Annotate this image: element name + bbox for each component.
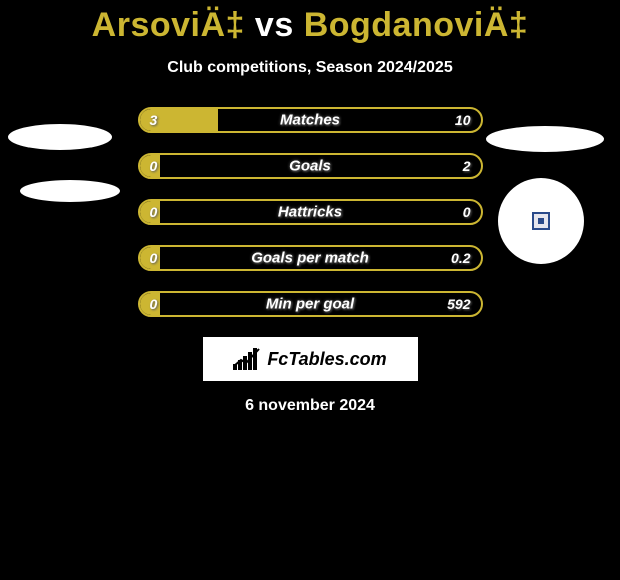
stat-right-value: 0	[463, 204, 471, 220]
stat-right-value: 0.2	[451, 250, 470, 266]
stat-right-value: 592	[447, 296, 470, 312]
player2-photo-placeholder-top	[486, 126, 604, 152]
player1-name: ArsoviÄ‡	[92, 6, 245, 44]
stat-left-value: 0	[150, 250, 158, 266]
stat-right-value: 10	[455, 112, 471, 128]
stat-row: 0 Goals 2	[138, 153, 483, 179]
stat-label: Matches	[280, 112, 340, 129]
comparison-title: ArsoviÄ‡ vs BogdanoviÄ‡	[0, 0, 620, 45]
branding-chart-icon	[233, 348, 261, 370]
branding-box: FcTables.com	[203, 337, 418, 381]
stat-row: 0 Goals per match 0.2	[138, 245, 483, 271]
stat-left-value: 3	[150, 112, 158, 128]
stat-label: Goals per match	[251, 250, 369, 267]
stat-left-value: 0	[150, 158, 158, 174]
stat-row: 0 Min per goal 592	[138, 291, 483, 317]
avatar-placeholder-icon	[532, 212, 550, 230]
branding-text: FcTables.com	[267, 349, 386, 370]
stat-left-value: 0	[150, 296, 158, 312]
player1-photo-placeholder-top	[8, 124, 112, 150]
stat-label: Min per goal	[266, 296, 354, 313]
stat-row: 0 Hattricks 0	[138, 199, 483, 225]
footer-date: 6 november 2024	[0, 397, 620, 415]
stat-right-value: 2	[463, 158, 471, 174]
stat-left-value: 0	[150, 204, 158, 220]
player1-photo-placeholder-mid	[20, 180, 120, 202]
vs-text: vs	[255, 6, 294, 44]
player2-name: BogdanoviÄ‡	[304, 6, 529, 44]
branding-trend-icon	[233, 348, 261, 370]
stats-bars: 3 Matches 10 0 Goals 2 0 Hattricks 0 0 Goals per m…	[138, 107, 483, 317]
stat-row: 3 Matches 10	[138, 107, 483, 133]
player2-avatar	[498, 178, 584, 264]
subtitle: Club competitions, Season 2024/2025	[0, 59, 620, 77]
stat-label: Goals	[289, 158, 331, 175]
stat-label: Hattricks	[278, 204, 342, 221]
